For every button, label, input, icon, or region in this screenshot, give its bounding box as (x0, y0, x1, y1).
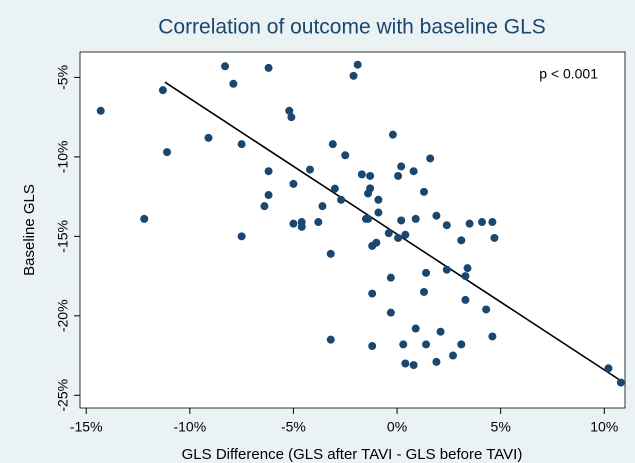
point (326, 249, 335, 258)
point (237, 140, 246, 149)
plot-area (79, 51, 626, 409)
point (353, 60, 362, 69)
point (432, 211, 441, 220)
point (158, 86, 167, 95)
point (457, 236, 466, 245)
point (394, 171, 403, 180)
point (260, 202, 269, 211)
point (264, 191, 273, 200)
point (463, 264, 472, 273)
chart-title: Correlation of outcome with baseline GLS (158, 16, 546, 39)
point (490, 233, 499, 242)
point (318, 202, 327, 211)
point (422, 268, 431, 277)
point (401, 359, 410, 368)
point (436, 327, 445, 336)
point (374, 208, 383, 217)
point (337, 195, 346, 204)
point (204, 133, 213, 142)
point (264, 167, 273, 176)
point (357, 170, 366, 179)
y-tick-label: -10% (55, 141, 71, 174)
point (432, 357, 441, 366)
x-tick-label: 10% (590, 419, 618, 435)
point (328, 140, 337, 149)
point (442, 265, 451, 274)
point (314, 218, 323, 227)
y-tick-label: -20% (55, 299, 71, 332)
point (386, 273, 395, 282)
point (397, 216, 406, 225)
point (409, 167, 418, 176)
point (368, 241, 377, 250)
point (411, 214, 420, 223)
x-tick-label: -15% (70, 419, 103, 435)
point (341, 151, 350, 160)
point (422, 340, 431, 349)
point (349, 71, 358, 80)
y-tick-label: -5% (55, 65, 71, 90)
point (397, 162, 406, 171)
point (465, 219, 474, 228)
point (287, 113, 296, 122)
x-axis-label: GLS Difference (GLS after TAVI - GLS bef… (182, 446, 523, 463)
point (461, 272, 470, 281)
point (229, 79, 238, 88)
point (306, 165, 315, 174)
point (394, 233, 403, 242)
point (461, 295, 470, 304)
point (419, 187, 428, 196)
point (419, 287, 428, 296)
point (368, 342, 377, 351)
x-tick-label: -5% (281, 419, 306, 435)
point (411, 324, 420, 333)
x-tick-label: -10% (173, 419, 206, 435)
point (285, 106, 294, 115)
point (401, 230, 410, 239)
point (426, 154, 435, 163)
point (140, 214, 149, 223)
point (361, 214, 370, 223)
y-axis-label: Baseline GLS (21, 184, 38, 276)
point (488, 218, 497, 227)
point (409, 361, 418, 370)
point (289, 179, 298, 188)
point (604, 364, 613, 373)
point (384, 229, 393, 238)
point (616, 378, 625, 387)
point (96, 106, 105, 115)
x-tick-label: 5% (491, 419, 511, 435)
point (237, 232, 246, 241)
annotation: p < 0.001 (539, 66, 598, 82)
y-tick-label: -25% (55, 379, 71, 412)
point (457, 340, 466, 349)
point (366, 171, 375, 180)
point (297, 218, 306, 227)
x-tick-label: 0% (387, 419, 407, 435)
point (289, 219, 298, 228)
point (488, 332, 497, 341)
point (399, 340, 408, 349)
point (163, 148, 172, 157)
point (221, 62, 230, 71)
point (264, 63, 273, 72)
point (374, 195, 383, 204)
point (364, 189, 373, 198)
point (330, 184, 339, 193)
y-tick-label: -15% (55, 220, 71, 253)
point (386, 308, 395, 317)
point (326, 335, 335, 344)
point (449, 351, 458, 360)
point (482, 305, 491, 314)
point (388, 130, 397, 139)
point (368, 289, 377, 298)
point (442, 221, 451, 230)
point (478, 218, 487, 227)
